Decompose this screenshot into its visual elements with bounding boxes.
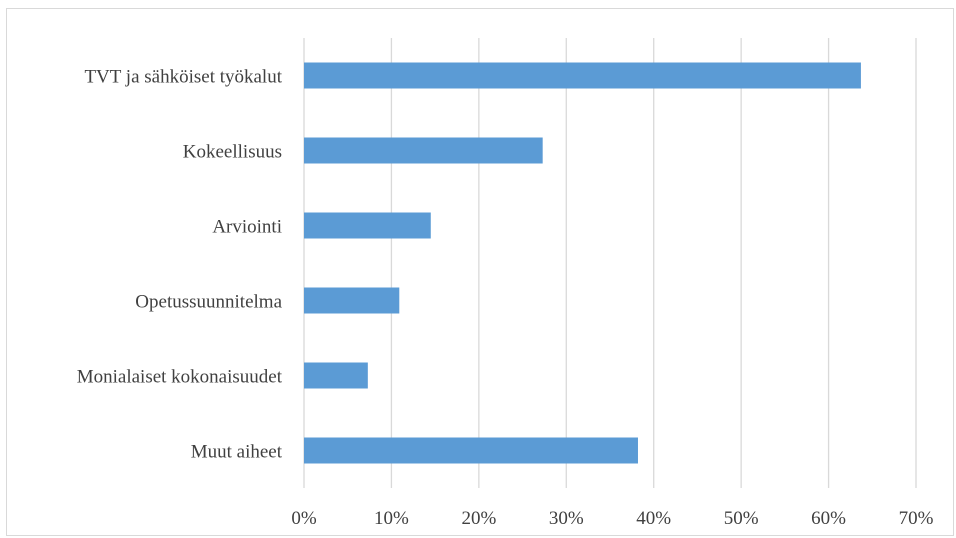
category-label: TVT ja sähköiset työkalut (84, 67, 282, 88)
category-label: Muut aiheet (191, 442, 283, 463)
x-tick-label: 40% (636, 508, 671, 529)
category-label: Opetussuunnitelma (135, 292, 282, 313)
gridlines (303, 38, 917, 488)
bar (304, 137, 543, 164)
bars (304, 62, 861, 464)
bar (304, 62, 861, 89)
x-tick-label: 70% (899, 508, 934, 529)
category-labels: TVT ja sähköiset työkalut Kokeellisuus Arv… (77, 67, 283, 463)
bar (304, 212, 431, 239)
category-label: Arviointi (212, 217, 282, 238)
x-tick-label: 60% (811, 508, 846, 529)
category-label: Monialaiset kokonaisuudet (77, 367, 283, 388)
category-label: Kokeellisuus (183, 142, 282, 163)
x-tick-label: 20% (461, 508, 496, 529)
bar (304, 437, 638, 464)
bar (304, 362, 368, 389)
x-tick-label: 0% (291, 508, 317, 529)
x-tick-label: 30% (549, 508, 584, 529)
bar (304, 287, 400, 314)
x-tick-label: 50% (724, 508, 759, 529)
x-tick-labels: 0% 10% 20% 30% 40% 50% 60% 70% (291, 508, 933, 529)
x-tick-label: 10% (374, 508, 409, 529)
